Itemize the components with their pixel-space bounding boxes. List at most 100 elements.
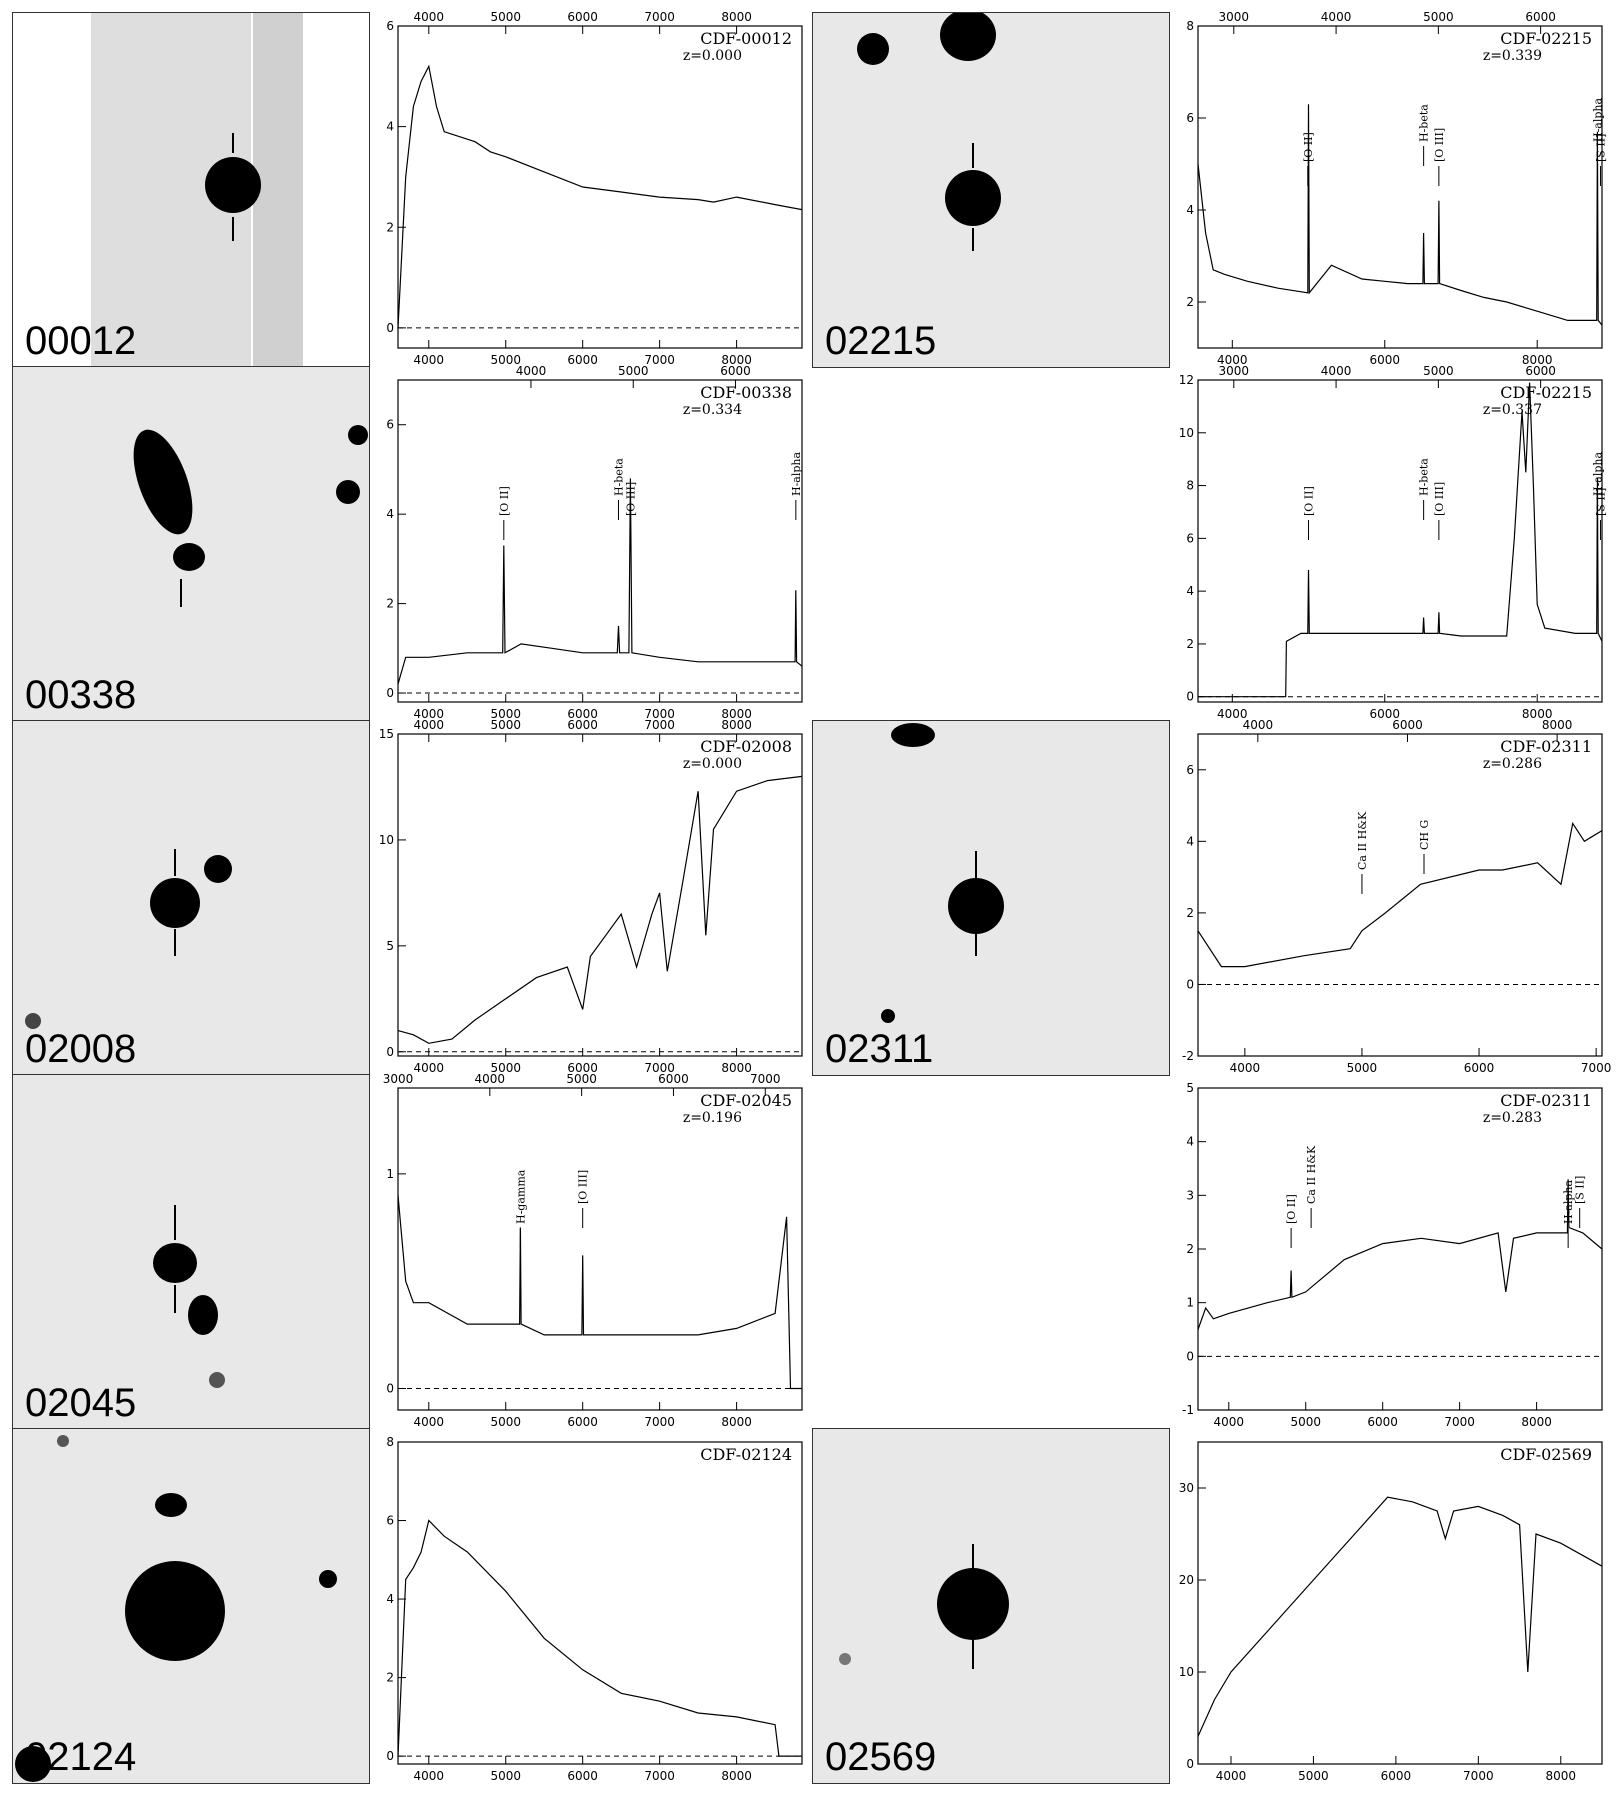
x-top-tick-label: 6000 xyxy=(1392,718,1423,732)
stamp-id: 02215 xyxy=(825,319,937,363)
x-top-tick-label: 3000 xyxy=(1219,364,1250,378)
y-tick-label: 0 xyxy=(386,321,394,335)
line-id-label: [O III] xyxy=(1433,482,1446,516)
y-tick-label: 2 xyxy=(386,597,394,611)
spectrum-chart: 4000 5000 6000 7000 8000 4000 5000 6000 0 2 4 6 CDF-… xyxy=(370,358,810,724)
spectrum-svg: 4000 5000 6000 7000 4000 6000 8000 -2 0 2 4 6 CDF-02… xyxy=(1182,718,1611,1075)
redshift-label: z=0.196 xyxy=(683,1110,742,1126)
x-top-tick-label: 8000 xyxy=(721,10,752,24)
x-tick-label: 5000 xyxy=(490,353,521,367)
x-tick-label: 5000 xyxy=(490,1061,521,1075)
x-tick-label: 7000 xyxy=(644,1769,675,1783)
y-tick-label: -1 xyxy=(1182,1403,1194,1417)
x-tick-label: 4000 xyxy=(414,1061,445,1075)
spectrum-svg: 4000 6000 8000 3000 4000 5000 6000 2 4 6 8 CDF-0221… xyxy=(1186,10,1607,367)
x-tick-label: 6000 xyxy=(567,353,598,367)
object-label: CDF-02215 xyxy=(1500,383,1592,402)
x-top-tick-label: 6000 xyxy=(720,364,751,378)
x-tick-label: 6000 xyxy=(567,1061,598,1075)
y-tick-label: 2 xyxy=(1186,637,1194,651)
x-tick-label: 6000 xyxy=(1369,707,1400,721)
line-id-label: [O II] xyxy=(1302,132,1315,162)
object-label: CDF-02008 xyxy=(700,737,792,756)
y-tick-label: 15 xyxy=(379,727,394,741)
x-tick-label: 5000 xyxy=(1290,1415,1321,1429)
image-stamp: 00338 xyxy=(12,366,370,722)
spectrum-line xyxy=(397,1519,802,1757)
x-tick-label: 5000 xyxy=(1347,1061,1378,1075)
y-tick-label: 6 xyxy=(386,19,394,33)
spectrum-chart: 4000 5000 6000 7000 8000 4000 5000 6000 7000 8000… xyxy=(370,4,810,370)
spectrum-line xyxy=(397,478,803,685)
y-tick-label: 6 xyxy=(386,1514,394,1528)
spectrum-svg: 4000 5000 6000 7000 8000 -1 0 1 2 3 4 5 CDF-02311z=0… xyxy=(1182,1081,1603,1429)
y-tick-label: 0 xyxy=(1186,977,1194,991)
stamp-id: 02311 xyxy=(825,1027,934,1071)
y-tick-label: 12 xyxy=(1179,373,1194,387)
line-id-label: H-alpha xyxy=(790,451,803,496)
redshift-label: z=0.000 xyxy=(683,756,742,772)
spectrum-svg: 4000 5000 6000 7000 8000 0 10 20 30 CDF-02569 xyxy=(1179,1441,1603,1783)
x-top-tick-label: 4000 xyxy=(475,1072,506,1086)
x-top-tick-label: 4000 xyxy=(414,10,445,24)
x-top-tick-label: 4000 xyxy=(1243,718,1274,732)
y-tick-label: 0 xyxy=(386,1382,394,1396)
redshift-label: z=0.000 xyxy=(683,48,742,64)
x-tick-label: 4000 xyxy=(1214,1415,1245,1429)
object-label: CDF-02045 xyxy=(700,1091,792,1110)
stamp-image xyxy=(857,13,1001,251)
x-top-tick-label: 7000 xyxy=(750,1072,781,1086)
x-top-tick-label: 4000 xyxy=(1321,364,1352,378)
spectrum-svg: 4000 5000 6000 7000 8000 3000 4000 5000 6000 7000… xyxy=(383,1072,803,1429)
y-tick-label: -2 xyxy=(1182,1049,1194,1063)
y-tick-label: 0 xyxy=(386,686,394,700)
x-tick-label: 4000 xyxy=(1230,1061,1261,1075)
y-tick-label: 1 xyxy=(386,1167,394,1181)
y-tick-label: 10 xyxy=(1179,426,1194,440)
x-tick-label: 6000 xyxy=(567,1769,598,1783)
stamp-id: 02569 xyxy=(825,1735,937,1779)
plot-frame xyxy=(1197,379,1603,703)
object-label: CDF-00012 xyxy=(700,29,792,48)
x-tick-label: 8000 xyxy=(1546,1769,1577,1783)
spectrum-chart: 4000 5000 6000 7000 8000 4000 5000 6000 7000 8000… xyxy=(370,712,810,1078)
redshift-label: z=0.283 xyxy=(1483,1110,1542,1126)
y-tick-label: 1 xyxy=(1186,1296,1194,1310)
line-id-label: H-beta xyxy=(612,458,625,496)
y-tick-label: 5 xyxy=(1186,1081,1194,1095)
x-top-tick-label: 3000 xyxy=(1219,10,1250,24)
spectrum-chart: 4000 6000 8000 3000 4000 5000 6000 0 2 4 6 8 10 12 CDF… xyxy=(1170,358,1610,724)
x-tick-label: 4000 xyxy=(414,353,445,367)
x-tick-label: 6000 xyxy=(567,707,598,721)
image-stamp: 02008 xyxy=(12,720,370,1076)
line-id-label: Ca II H&K xyxy=(1305,1145,1318,1204)
line-id-label: H-alpha xyxy=(1562,1179,1575,1224)
plot-frame xyxy=(397,1441,803,1765)
x-tick-label: 8000 xyxy=(1521,1415,1552,1429)
x-tick-label: 5000 xyxy=(490,1769,521,1783)
spectrum-line xyxy=(1197,104,1603,326)
object-label: CDF-00338 xyxy=(700,383,792,402)
redshift-label: z=0.339 xyxy=(1483,48,1542,64)
line-id-label: [O II] xyxy=(498,486,511,516)
x-top-tick-label: 5000 xyxy=(490,10,521,24)
spectrum-chart: 4000 5000 6000 7000 8000 0 2 4 6 8 CDF-02124 xyxy=(370,1420,810,1786)
x-tick-label: 8000 xyxy=(1522,707,1553,721)
stamp-image xyxy=(839,1544,1009,1669)
y-tick-label: 30 xyxy=(1179,1481,1194,1495)
spectrum-line xyxy=(397,775,803,1044)
redshift-label: z=0.334 xyxy=(683,402,742,418)
x-tick-label: 8000 xyxy=(721,1061,752,1075)
y-tick-label: 10 xyxy=(379,833,394,847)
y-tick-label: 2 xyxy=(386,220,394,234)
line-id-label: H-alpha xyxy=(1591,451,1604,496)
spectrum-line xyxy=(397,64,803,328)
spectrum-line xyxy=(1197,1496,1603,1737)
spectrum-svg: 4000 5000 6000 7000 8000 0 2 4 6 8 CDF-02124 xyxy=(386,1435,803,1783)
line-id-label: [O III] xyxy=(577,1170,590,1204)
y-tick-label: 0 xyxy=(1186,1349,1194,1363)
line-id-label: H-beta xyxy=(1418,104,1431,142)
object-label: CDF-02311 xyxy=(1500,1091,1592,1110)
line-id-label: [S II] xyxy=(1574,1176,1587,1204)
stamp-image xyxy=(91,13,303,367)
